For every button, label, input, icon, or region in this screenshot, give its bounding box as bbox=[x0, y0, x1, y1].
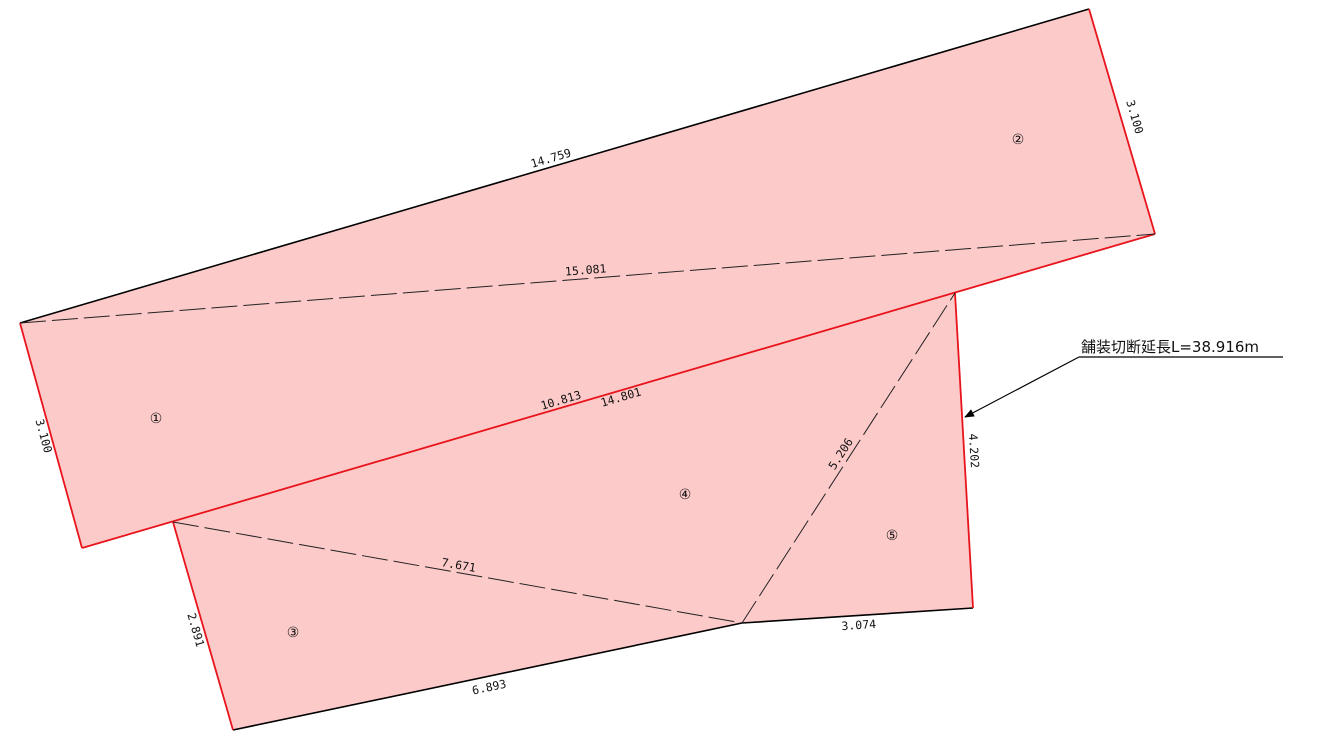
cut-line-right-upper bbox=[1088, 8, 1156, 235]
dimension-bottom-left: 6.893 bbox=[471, 677, 508, 698]
region-label-4: ④ bbox=[679, 487, 692, 503]
dimension-diagonal-1-2: 15.081 bbox=[564, 261, 607, 278]
cut-line-left-lower bbox=[172, 521, 234, 731]
region-label-3: ③ bbox=[287, 625, 300, 641]
dimension-right-top: 3.100 bbox=[1123, 98, 1146, 135]
cut-line-diagonal bbox=[81, 233, 1156, 549]
region-label-5: ⑤ bbox=[886, 528, 899, 544]
annotation-leader-line bbox=[964, 356, 1080, 418]
dashed-line-1-2 bbox=[19, 233, 1156, 324]
dashed-line-4-5 bbox=[741, 292, 956, 624]
region-label-2: ② bbox=[1012, 132, 1025, 148]
cut-line-left-upper bbox=[19, 322, 83, 549]
cut-line-right-lower bbox=[954, 292, 974, 609]
annotation-cut-length: 舗装切断延長L=38.916m bbox=[1081, 338, 1259, 356]
bottom-right-edge bbox=[741, 607, 974, 624]
dimension-right-lower: 4.202 bbox=[966, 433, 982, 468]
dimension-diagonal-3-4: 7.671 bbox=[440, 555, 477, 575]
region-label-1: ① bbox=[150, 411, 163, 427]
dimension-bottom-right: 3.074 bbox=[841, 617, 877, 633]
bottom-left-edge bbox=[232, 622, 743, 731]
top-edge bbox=[19, 8, 1090, 324]
dashed-line-3-4 bbox=[172, 521, 743, 624]
